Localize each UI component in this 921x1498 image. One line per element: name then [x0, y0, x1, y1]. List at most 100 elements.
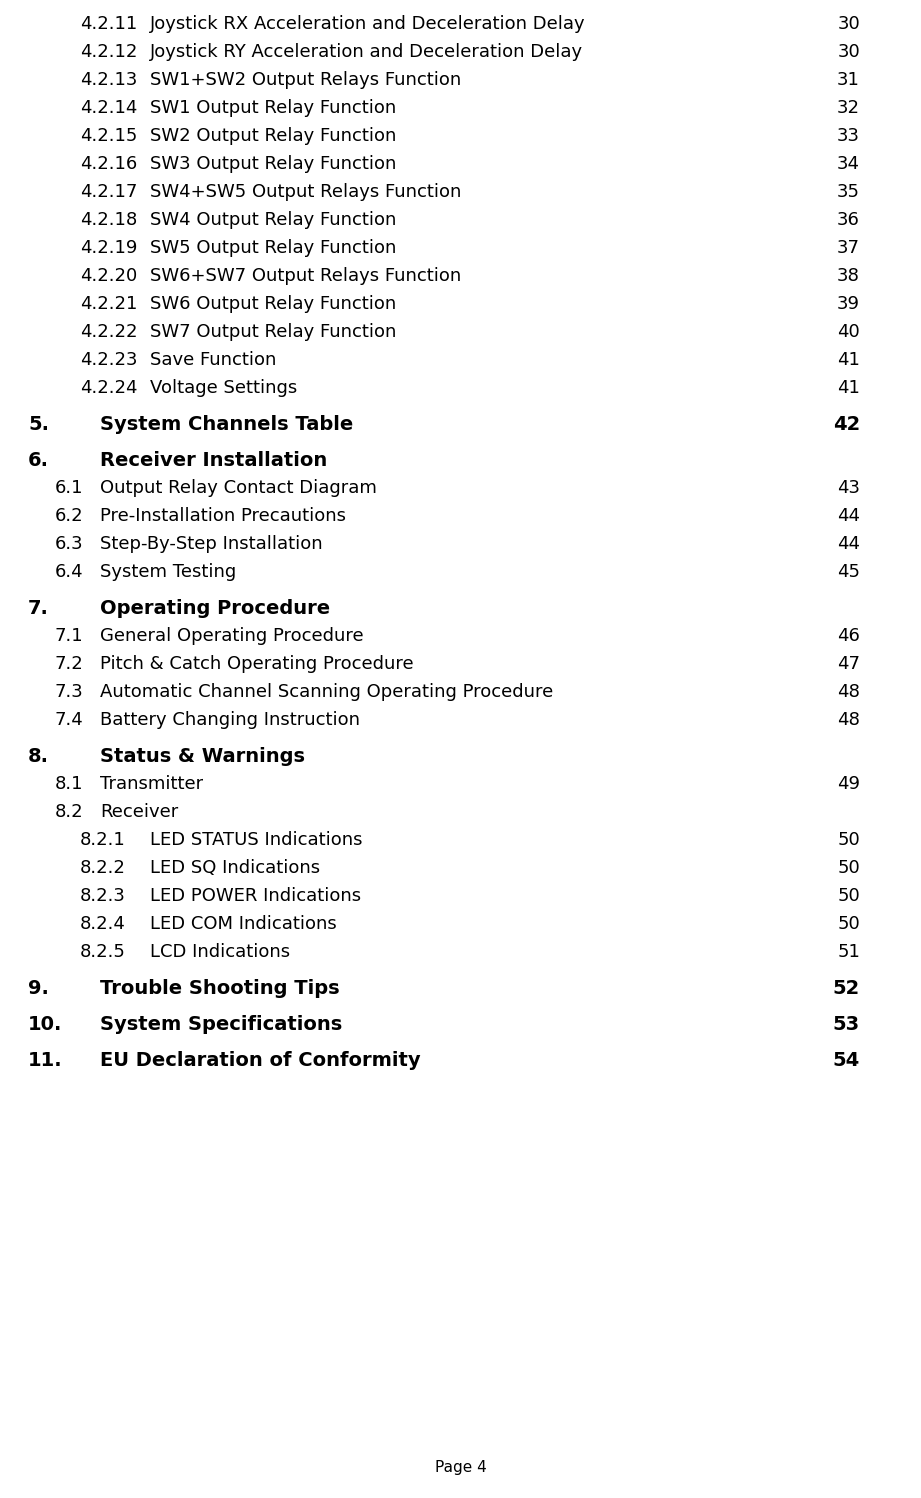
- Text: Joystick RX Acceleration and Deceleration Delay: Joystick RX Acceleration and Deceleratio…: [150, 15, 586, 33]
- Text: 8.2: 8.2: [55, 803, 84, 821]
- Text: LCD Indications: LCD Indications: [150, 944, 290, 962]
- Text: 30: 30: [837, 43, 860, 61]
- Text: General Operating Procedure: General Operating Procedure: [100, 628, 364, 646]
- Text: 48: 48: [837, 683, 860, 701]
- Text: 9.: 9.: [28, 980, 49, 998]
- Text: 50: 50: [837, 831, 860, 849]
- Text: SW7 Output Relay Function: SW7 Output Relay Function: [150, 324, 396, 342]
- Text: 36: 36: [837, 211, 860, 229]
- Text: 7.3: 7.3: [55, 683, 84, 701]
- Text: SW5 Output Relay Function: SW5 Output Relay Function: [150, 240, 396, 258]
- Text: SW2 Output Relay Function: SW2 Output Relay Function: [150, 127, 396, 145]
- Text: 6.: 6.: [28, 451, 49, 470]
- Text: 30: 30: [837, 15, 860, 33]
- Text: Automatic Channel Scanning Operating Procedure: Automatic Channel Scanning Operating Pro…: [100, 683, 554, 701]
- Text: 8.2.2: 8.2.2: [80, 858, 126, 876]
- Text: 45: 45: [837, 563, 860, 581]
- Text: LED SQ Indications: LED SQ Indications: [150, 858, 321, 876]
- Text: 51: 51: [837, 944, 860, 962]
- Text: Status & Warnings: Status & Warnings: [100, 748, 305, 765]
- Text: 8.2.3: 8.2.3: [80, 887, 126, 905]
- Text: Pitch & Catch Operating Procedure: Pitch & Catch Operating Procedure: [100, 655, 414, 673]
- Text: 41: 41: [837, 379, 860, 397]
- Text: 39: 39: [837, 295, 860, 313]
- Text: 38: 38: [837, 267, 860, 285]
- Text: 4.2.22: 4.2.22: [80, 324, 137, 342]
- Text: 4.2.16: 4.2.16: [80, 154, 137, 172]
- Text: 4.2.23: 4.2.23: [80, 351, 137, 369]
- Text: System Specifications: System Specifications: [100, 1016, 343, 1034]
- Text: System Testing: System Testing: [100, 563, 237, 581]
- Text: 4.2.13: 4.2.13: [80, 70, 137, 88]
- Text: SW1 Output Relay Function: SW1 Output Relay Function: [150, 99, 396, 117]
- Text: Operating Procedure: Operating Procedure: [100, 599, 330, 619]
- Text: 40: 40: [837, 324, 860, 342]
- Text: LED COM Indications: LED COM Indications: [150, 915, 337, 933]
- Text: 44: 44: [837, 506, 860, 524]
- Text: 54: 54: [833, 1052, 860, 1070]
- Text: 8.2.4: 8.2.4: [80, 915, 126, 933]
- Text: 35: 35: [837, 183, 860, 201]
- Text: Pre-Installation Precautions: Pre-Installation Precautions: [100, 506, 346, 524]
- Text: 4.2.21: 4.2.21: [80, 295, 137, 313]
- Text: 37: 37: [837, 240, 860, 258]
- Text: 4.2.17: 4.2.17: [80, 183, 137, 201]
- Text: 7.1: 7.1: [55, 628, 84, 646]
- Text: EU Declaration of Conformity: EU Declaration of Conformity: [100, 1052, 421, 1070]
- Text: SW3 Output Relay Function: SW3 Output Relay Function: [150, 154, 396, 172]
- Text: 6.4: 6.4: [55, 563, 84, 581]
- Text: SW1+SW2 Output Relays Function: SW1+SW2 Output Relays Function: [150, 70, 461, 88]
- Text: 6.2: 6.2: [55, 506, 84, 524]
- Text: SW6 Output Relay Function: SW6 Output Relay Function: [150, 295, 396, 313]
- Text: 32: 32: [837, 99, 860, 117]
- Text: 49: 49: [837, 774, 860, 792]
- Text: 7.4: 7.4: [55, 712, 84, 730]
- Text: 42: 42: [833, 415, 860, 434]
- Text: 41: 41: [837, 351, 860, 369]
- Text: 53: 53: [833, 1016, 860, 1034]
- Text: 4.2.15: 4.2.15: [80, 127, 137, 145]
- Text: Battery Changing Instruction: Battery Changing Instruction: [100, 712, 360, 730]
- Text: Page 4: Page 4: [435, 1461, 486, 1476]
- Text: 50: 50: [837, 915, 860, 933]
- Text: 43: 43: [837, 479, 860, 497]
- Text: 8.2.1: 8.2.1: [80, 831, 126, 849]
- Text: 34: 34: [837, 154, 860, 172]
- Text: LED STATUS Indications: LED STATUS Indications: [150, 831, 363, 849]
- Text: 47: 47: [837, 655, 860, 673]
- Text: 48: 48: [837, 712, 860, 730]
- Text: LED POWER Indications: LED POWER Indications: [150, 887, 361, 905]
- Text: 7.: 7.: [28, 599, 49, 619]
- Text: 4.2.11: 4.2.11: [80, 15, 137, 33]
- Text: SW4+SW5 Output Relays Function: SW4+SW5 Output Relays Function: [150, 183, 461, 201]
- Text: 10.: 10.: [28, 1016, 63, 1034]
- Text: 4.2.18: 4.2.18: [80, 211, 137, 229]
- Text: 11.: 11.: [28, 1052, 63, 1070]
- Text: Receiver: Receiver: [100, 803, 179, 821]
- Text: Save Function: Save Function: [150, 351, 276, 369]
- Text: System Channels Table: System Channels Table: [100, 415, 354, 434]
- Text: SW6+SW7 Output Relays Function: SW6+SW7 Output Relays Function: [150, 267, 461, 285]
- Text: Output Relay Contact Diagram: Output Relay Contact Diagram: [100, 479, 377, 497]
- Text: Joystick RY Acceleration and Deceleration Delay: Joystick RY Acceleration and Deceleratio…: [150, 43, 583, 61]
- Text: 31: 31: [837, 70, 860, 88]
- Text: SW4 Output Relay Function: SW4 Output Relay Function: [150, 211, 396, 229]
- Text: 6.1: 6.1: [55, 479, 84, 497]
- Text: Voltage Settings: Voltage Settings: [150, 379, 297, 397]
- Text: Step-By-Step Installation: Step-By-Step Installation: [100, 535, 322, 553]
- Text: 6.3: 6.3: [55, 535, 84, 553]
- Text: 46: 46: [837, 628, 860, 646]
- Text: 4.2.12: 4.2.12: [80, 43, 137, 61]
- Text: 8.: 8.: [28, 748, 49, 765]
- Text: 4.2.20: 4.2.20: [80, 267, 137, 285]
- Text: 7.2: 7.2: [55, 655, 84, 673]
- Text: Trouble Shooting Tips: Trouble Shooting Tips: [100, 980, 340, 998]
- Text: 4.2.19: 4.2.19: [80, 240, 137, 258]
- Text: Receiver Installation: Receiver Installation: [100, 451, 327, 470]
- Text: 4.2.24: 4.2.24: [80, 379, 137, 397]
- Text: 50: 50: [837, 887, 860, 905]
- Text: Transmitter: Transmitter: [100, 774, 204, 792]
- Text: 8.2.5: 8.2.5: [80, 944, 126, 962]
- Text: 4.2.14: 4.2.14: [80, 99, 137, 117]
- Text: 50: 50: [837, 858, 860, 876]
